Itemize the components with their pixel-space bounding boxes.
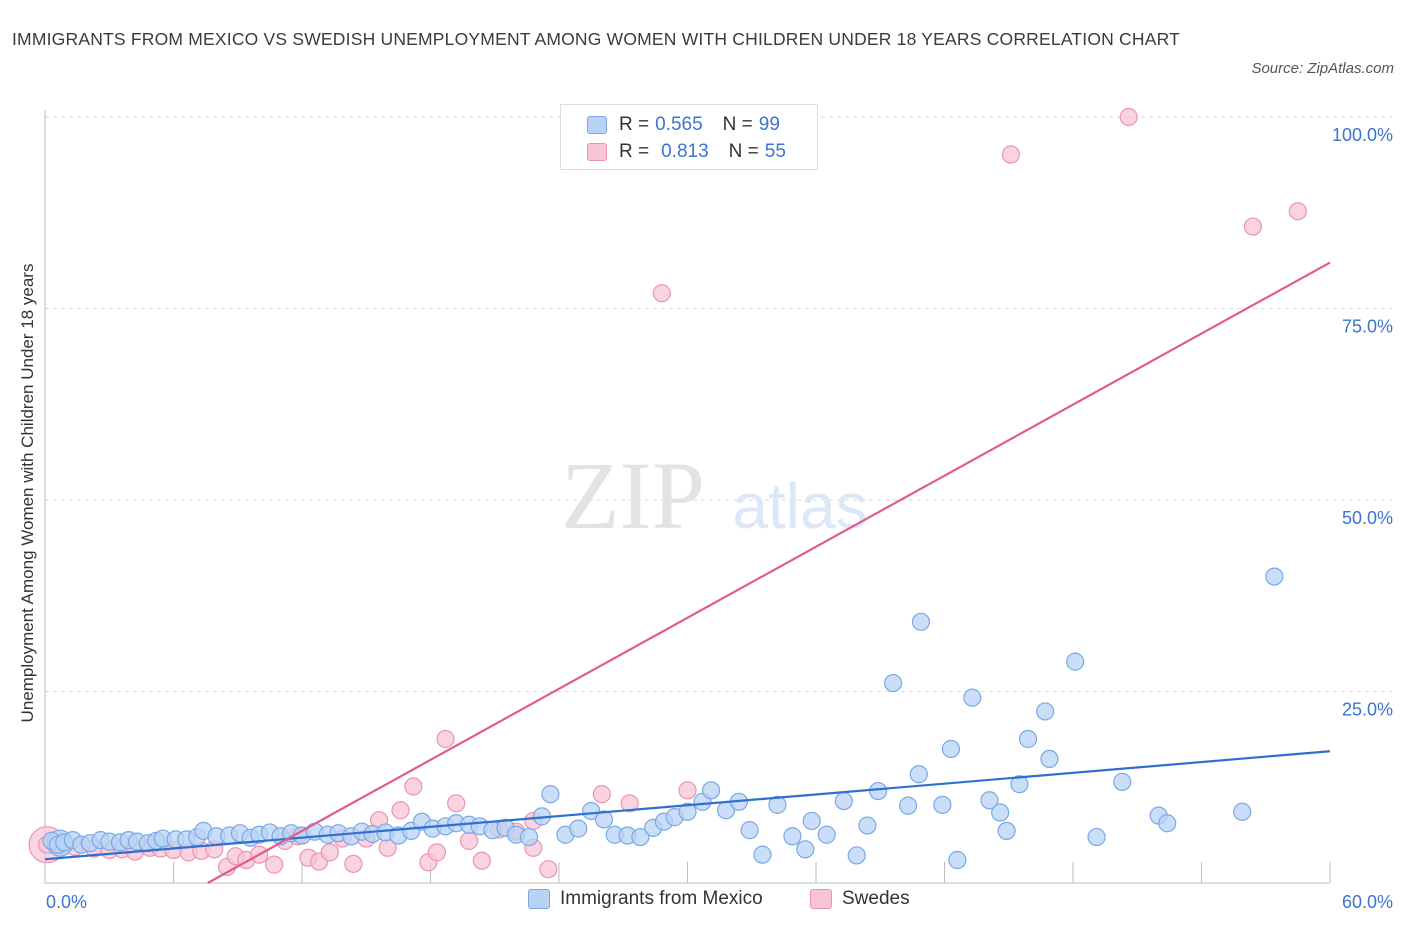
legend-r-value: 0.813 bbox=[661, 141, 709, 162]
mexico-point bbox=[541, 785, 560, 804]
legend-n-label: N = bbox=[728, 141, 759, 162]
mexico-point bbox=[678, 802, 697, 821]
swedes-point bbox=[459, 831, 479, 850]
mexico-point bbox=[834, 791, 853, 811]
mexico-point bbox=[802, 811, 821, 831]
swedes-point bbox=[620, 794, 639, 813]
swedes-point bbox=[447, 794, 466, 813]
zipatlas-watermark: ZIP atlas bbox=[561, 442, 868, 549]
mexico-point bbox=[898, 796, 918, 815]
mexico-point bbox=[740, 821, 759, 840]
mexico-point bbox=[1040, 749, 1059, 769]
mexico-point bbox=[1010, 775, 1029, 794]
series-swatch-blue bbox=[528, 889, 550, 909]
swedes-point bbox=[320, 843, 339, 862]
mexico-point bbox=[1158, 814, 1177, 833]
swedes-point bbox=[427, 843, 447, 862]
trend-line-swedes bbox=[207, 261, 1331, 884]
mexico-point bbox=[991, 803, 1010, 822]
chart-title: IMMIGRANTS FROM MEXICO VS SWEDISH UNEMPL… bbox=[12, 29, 1181, 49]
swedes-point bbox=[678, 781, 697, 800]
mexico-point bbox=[783, 827, 802, 846]
mexico-point bbox=[1265, 567, 1284, 586]
mexico-point bbox=[594, 810, 614, 829]
mexico-point bbox=[858, 816, 877, 835]
mexico-point bbox=[1066, 652, 1085, 671]
series-swatch-pink bbox=[810, 889, 832, 909]
mexico-point bbox=[796, 840, 815, 859]
legend-r-label: R = bbox=[619, 114, 650, 135]
swedes-point bbox=[472, 851, 491, 870]
legend-n-value: 99 bbox=[758, 114, 780, 135]
swedes-point bbox=[436, 729, 455, 749]
watermark-atlas: atlas bbox=[732, 470, 867, 542]
tick-labels: 100.0% 75.0% 50.0% 25.0% 0.0% 60.0% bbox=[46, 125, 1393, 912]
mexico-point bbox=[1036, 702, 1055, 721]
swedes-point bbox=[1243, 217, 1263, 236]
mexico-point bbox=[569, 819, 588, 838]
mexico-point bbox=[1087, 827, 1106, 847]
axes bbox=[44, 110, 1331, 884]
mexico-point bbox=[980, 791, 999, 810]
swedes-point bbox=[1001, 145, 1020, 164]
y-tick-label: 25.0% bbox=[1342, 700, 1393, 720]
legend-swatch-pink bbox=[587, 143, 607, 161]
y-tick-label: 75.0% bbox=[1342, 317, 1393, 337]
series-legend-mexico[interactable]: Immigrants from Mexico bbox=[528, 888, 763, 910]
swedes-point bbox=[592, 785, 611, 804]
watermark-zip: ZIP bbox=[561, 442, 705, 549]
y-tick-label: 50.0% bbox=[1342, 508, 1393, 528]
series-legend-swedes[interactable]: Swedes bbox=[810, 888, 910, 910]
legend-n-label: N = bbox=[722, 114, 753, 135]
legend-swatch-blue bbox=[587, 116, 607, 134]
series-legend: Immigrants from Mexico Swedes bbox=[0, 888, 1406, 916]
mexico-point bbox=[582, 801, 601, 821]
x-tick-label: 60.0% bbox=[1342, 892, 1393, 912]
grid-lines bbox=[45, 116, 1392, 692]
correlation-legend: R = 0.565 N = 99 R = 0.813 N = 55 bbox=[560, 104, 818, 170]
mexico-point bbox=[519, 827, 539, 847]
swedes-point bbox=[344, 854, 363, 873]
swedes-point bbox=[1288, 202, 1307, 221]
mexico-point bbox=[847, 846, 866, 865]
mexico-point bbox=[911, 612, 931, 631]
swedes-point bbox=[391, 801, 410, 820]
series-name-mexico: Immigrants from Mexico bbox=[560, 888, 763, 909]
mexico-point bbox=[941, 739, 961, 759]
series-name-swedes: Swedes bbox=[842, 888, 910, 909]
mexico-point bbox=[869, 781, 888, 801]
mexico-point bbox=[909, 765, 928, 784]
mexico-point bbox=[997, 821, 1016, 841]
source-label: Source: ZipAtlas.com bbox=[1251, 60, 1394, 77]
legend-r-value: 0.565 bbox=[655, 114, 703, 135]
mexico-point bbox=[631, 827, 650, 847]
swedes-point bbox=[404, 777, 423, 796]
y-axis-label: Unemployment Among Women with Children U… bbox=[18, 263, 37, 723]
legend-n-value: 55 bbox=[764, 141, 786, 162]
mexico-point bbox=[883, 673, 903, 693]
legend-row-swedes: R = 0.813 N = 55 bbox=[587, 140, 786, 164]
mexico-point bbox=[1018, 729, 1038, 749]
swedes-point bbox=[652, 284, 671, 303]
swedes-point bbox=[539, 860, 558, 879]
mexico-point bbox=[753, 845, 772, 864]
mexico-point bbox=[963, 688, 982, 707]
y-tick-label: 100.0% bbox=[1332, 125, 1393, 145]
mexico-point bbox=[1233, 802, 1252, 821]
legend-row-mexico: R = 0.565 N = 99 bbox=[587, 113, 780, 137]
mexico-point bbox=[817, 825, 836, 844]
trend-line-mexico bbox=[44, 750, 1331, 861]
mexico-point bbox=[948, 850, 967, 870]
mexico-point bbox=[701, 781, 721, 800]
mexico-point bbox=[768, 795, 787, 814]
swedes-point bbox=[265, 855, 284, 874]
swedes-point bbox=[1119, 107, 1138, 127]
trend-lines bbox=[44, 261, 1331, 884]
x-tick-label: 0.0% bbox=[46, 892, 87, 912]
legend-r-label: R = bbox=[619, 141, 650, 162]
mexico-points bbox=[42, 567, 1284, 870]
mexico-point bbox=[1113, 772, 1132, 791]
mexico-point bbox=[933, 795, 952, 814]
